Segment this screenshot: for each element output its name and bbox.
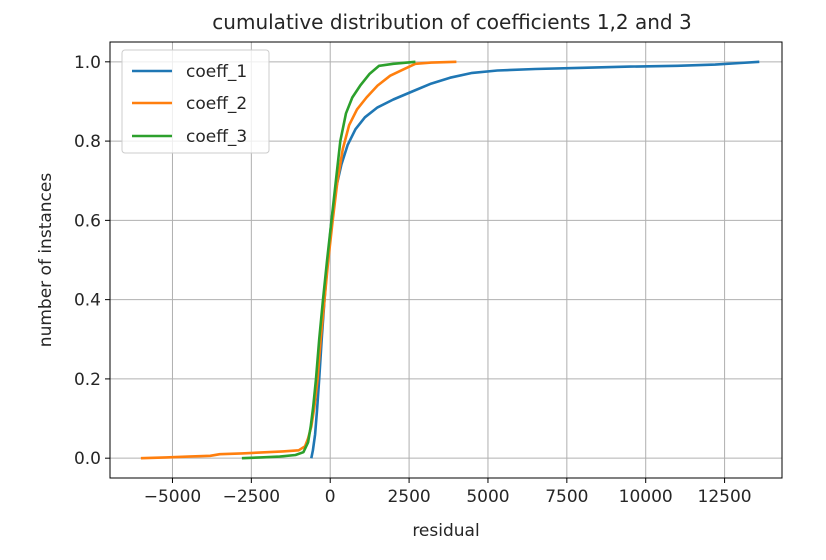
y-axis-label: number of instances <box>36 173 56 348</box>
y-tick-label: 0.0 <box>74 449 101 469</box>
legend-label-coeff-2: coeff_2 <box>186 94 247 114</box>
series-line-coeff-3 <box>241 60 416 460</box>
series-line-coeff-1 <box>310 60 760 459</box>
x-tick-label: 2500 <box>387 487 430 507</box>
legend-frame <box>121 49 270 154</box>
x-tick-label: −2500 <box>223 487 281 507</box>
x-tick-label: 5000 <box>466 487 509 507</box>
y-tick-label: 1.0 <box>74 53 101 73</box>
x-tick-label: 10000 <box>619 487 673 507</box>
chart-title: cumulative distribution of coefficients … <box>212 10 691 34</box>
legend-label-coeff-1: coeff_1 <box>186 62 247 82</box>
y-tick-label: 0.4 <box>74 291 101 311</box>
series-line-coeff-2 <box>140 60 457 460</box>
y-tick-label: 0.8 <box>74 132 101 152</box>
y-tick-label: 0.2 <box>74 370 101 390</box>
legend-label-coeff-3: coeff_3 <box>186 127 247 147</box>
x-tick-label: 7500 <box>545 487 588 507</box>
x-tick-label: −5000 <box>144 487 202 507</box>
y-tick-label: 0.6 <box>74 211 101 231</box>
ticks: −5000 −2500 0 2500 5000 7500 10000 12500 0.0 0.2 0… <box>74 53 752 507</box>
legend: coeff_1 coeff_2 coeff_3 <box>121 49 270 154</box>
x-tick-label: 12500 <box>698 487 752 507</box>
plot-frame <box>109 41 783 479</box>
x-tick-label: 0 <box>325 487 336 507</box>
x-axis-label: residual <box>412 521 479 541</box>
series-layer <box>140 60 760 460</box>
